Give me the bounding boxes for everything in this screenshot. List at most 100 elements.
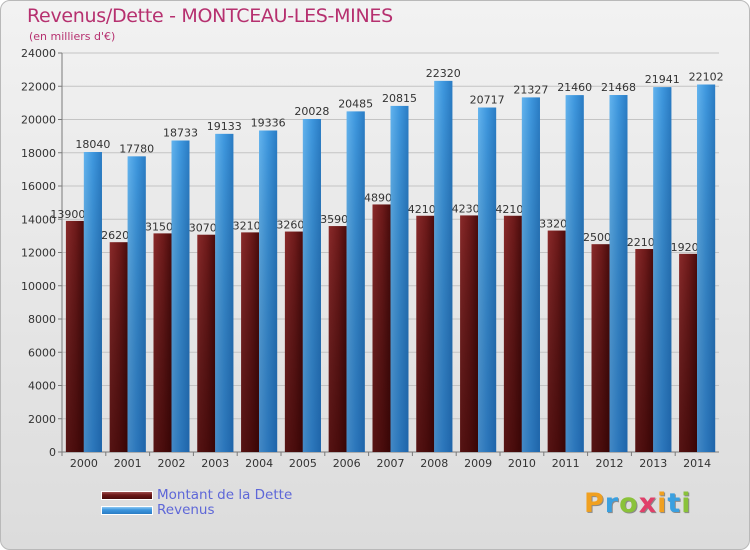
legend-label-revenus: Revenus	[157, 502, 215, 518]
bar-dette-shade	[635, 249, 654, 452]
data-label-dette: 14210	[401, 203, 436, 216]
bar-dette-shade	[284, 231, 303, 452]
bar-dette-shade	[591, 244, 610, 452]
x-tick-label: 2012	[596, 457, 624, 470]
bar-dette-shade	[153, 233, 172, 452]
x-tick-label: 2011	[552, 457, 580, 470]
data-label-dette: 11920	[664, 241, 699, 254]
data-label-revenus: 20028	[294, 105, 329, 118]
y-tick-label: 22000	[21, 80, 56, 93]
bar-revenus-shade	[521, 97, 540, 452]
x-tick-label: 2001	[114, 457, 142, 470]
y-tick-label: 6000	[28, 346, 56, 359]
logo-letter: r	[604, 488, 620, 519]
x-tick-label: 2014	[683, 457, 711, 470]
bar-revenus-shade	[171, 140, 190, 452]
bar-revenus-shade	[565, 95, 584, 452]
bar-revenus-shade	[609, 95, 628, 453]
y-tick-label: 8000	[28, 313, 56, 326]
logo-letter: x	[638, 488, 658, 519]
data-label-dette: 13260	[269, 219, 304, 232]
data-label-revenus: 21327	[513, 83, 548, 96]
data-label-dette: 14890	[357, 191, 392, 204]
data-label-dette: 13590	[313, 213, 348, 226]
label-layer: 13900 2000 12620 2001 13150 2002 13070 2003 1321…	[50, 191, 711, 470]
chart-title: Revenus/Dette - MONTCEAU-LES-MINES	[27, 5, 393, 27]
data-label-revenus: 18040	[75, 138, 110, 151]
bar-revenus-shade	[83, 152, 102, 452]
data-label-revenus: 17780	[119, 142, 154, 155]
bar-revenus-shade	[390, 105, 409, 452]
bar-dette-shade	[416, 215, 435, 452]
data-label-revenus: 21468	[601, 81, 636, 94]
data-label-revenus: 20717	[470, 94, 505, 107]
data-label-dette: 13320	[532, 218, 567, 231]
bar-dette-shade	[372, 204, 391, 452]
bar-revenus-shade	[697, 84, 716, 452]
data-label-revenus: 21460	[557, 81, 592, 94]
logo-letter: t	[667, 488, 682, 519]
bar-revenus-shade	[127, 156, 146, 452]
data-label-revenus: 22320	[426, 67, 461, 80]
data-label-revenus: 19133	[207, 120, 242, 133]
bar-revenus-shade	[302, 119, 321, 453]
bar-dette-shade	[328, 226, 347, 452]
x-tick-label: 2005	[289, 457, 317, 470]
x-tick-label: 2013	[639, 457, 667, 470]
x-tick-label: 2010	[508, 457, 536, 470]
bar-dette-shade	[197, 234, 216, 452]
data-label-dette: 13070	[182, 222, 217, 235]
y-tick-label: 10000	[21, 280, 56, 293]
x-tick-label: 2007	[377, 457, 405, 470]
y-tick-label: 20000	[21, 114, 56, 127]
data-label-revenus: 18733	[163, 127, 198, 140]
data-label-dette: 12620	[94, 229, 129, 242]
y-tick-label: 12000	[21, 247, 56, 260]
bar-revenus-shade	[259, 130, 278, 452]
bar-dette-shade	[109, 242, 128, 452]
bar-revenus-shade	[478, 107, 497, 453]
bar-revenus-overlay: 18040 17780 18733 19133 19336 20028 20485 20815…	[75, 67, 724, 453]
legend-swatch-dette	[101, 491, 153, 500]
bar-dette-shade	[503, 215, 522, 452]
bar-dette-shade	[679, 253, 698, 452]
y-tick-label: 16000	[21, 180, 56, 193]
legend-swatch-revenus	[101, 506, 153, 515]
data-label-revenus: 22102	[689, 71, 724, 84]
y-tick-label: 18000	[21, 147, 56, 160]
x-tick-label: 2002	[158, 457, 186, 470]
y-tick-label: 24000	[21, 47, 56, 60]
x-tick-label: 2008	[420, 457, 448, 470]
bar-revenus-shade	[215, 133, 234, 452]
data-label-dette: 13210	[226, 219, 261, 232]
data-label-revenus: 20485	[338, 97, 373, 110]
bar-dette-shade	[460, 215, 479, 452]
bar-revenus-shade	[346, 111, 365, 452]
y-tick-label: 2000	[28, 413, 56, 426]
x-tick-label: 2009	[464, 457, 492, 470]
data-label-dette: 14230	[445, 202, 480, 215]
y-tick-label: 14000	[21, 213, 56, 226]
logo-letter: P	[584, 488, 605, 519]
data-label-revenus: 21941	[645, 73, 680, 86]
data-label-dette: 14210	[488, 203, 523, 216]
data-label-dette: 12210	[620, 236, 655, 249]
proxiti-logo: Proxiti	[584, 488, 692, 519]
chart-subtitle: (en milliers d'€)	[29, 30, 116, 43]
y-tick-label: 0	[49, 446, 56, 459]
bar-dette-shade	[65, 220, 84, 452]
data-label-dette: 13150	[138, 220, 173, 233]
bar-dette-shade	[241, 232, 260, 452]
data-label-dette: 12500	[576, 231, 611, 244]
bar-dette-shade	[547, 230, 566, 452]
x-tick-label: 2000	[70, 457, 98, 470]
data-label-dette: 13900	[50, 208, 85, 221]
logo-letter: o	[619, 488, 639, 519]
x-tick-label: 2006	[333, 457, 361, 470]
bar-revenus-shade	[434, 80, 453, 453]
y-tick-label: 4000	[28, 380, 56, 393]
legend-label-dette: Montant de la Dette	[157, 487, 293, 503]
x-tick-label: 2003	[201, 457, 229, 470]
